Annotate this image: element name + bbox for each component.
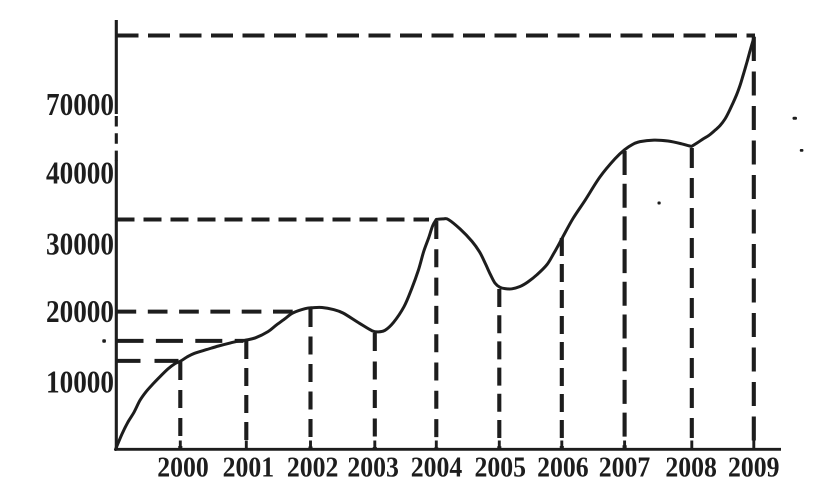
svg-text:20000: 20000 xyxy=(46,293,114,329)
svg-text:2007: 2007 xyxy=(599,453,651,484)
svg-text:2003: 2003 xyxy=(347,453,399,484)
svg-text:2009: 2009 xyxy=(728,453,780,484)
svg-text:2002: 2002 xyxy=(287,453,339,484)
svg-text:2004: 2004 xyxy=(411,453,463,484)
svg-text:2000: 2000 xyxy=(157,453,209,484)
svg-text:2005: 2005 xyxy=(474,453,526,484)
svg-text:2001: 2001 xyxy=(223,453,275,484)
svg-text:70000: 70000 xyxy=(46,86,114,122)
svg-text:2006: 2006 xyxy=(537,453,589,484)
svg-text:2008: 2008 xyxy=(665,453,717,484)
svg-text:30000: 30000 xyxy=(46,226,114,262)
svg-text:40000: 40000 xyxy=(46,154,114,190)
svg-text:10000: 10000 xyxy=(46,364,114,400)
